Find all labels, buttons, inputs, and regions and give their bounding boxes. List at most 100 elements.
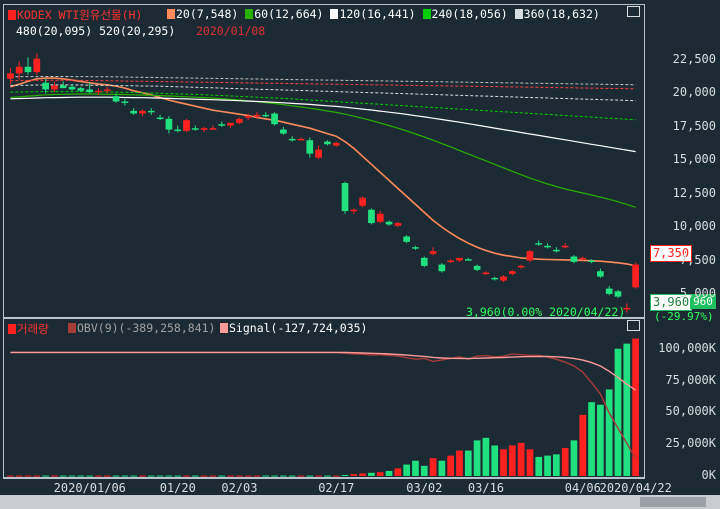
date-tick-label: 02/17: [318, 481, 355, 495]
ma360-line: [10, 84, 636, 102]
minimize-icon[interactable]: [627, 6, 640, 17]
candle-body: [438, 264, 446, 272]
price-title: KODEX WTI원유선물(H): [17, 8, 143, 22]
ma-legend-row2: 480(20,095) 520(20,295): [16, 24, 175, 38]
date-tick-label: 2020/01/06: [53, 481, 126, 495]
volume-bar: [147, 475, 155, 477]
ma240-line: [10, 91, 636, 121]
price-tick-label: 15,000: [672, 152, 716, 167]
ma360-label: 360(18,632): [523, 7, 600, 21]
candle-body: [324, 141, 331, 145]
candle-body: [244, 116, 252, 118]
volume-bar: [209, 475, 217, 477]
ma20-label: 20(7,548): [176, 7, 239, 21]
obv-line: [10, 351, 637, 459]
candle-body: [59, 85, 67, 89]
candle-body: [332, 142, 340, 146]
volume-title-legend: 거래량: [8, 321, 49, 337]
candle-body: [288, 138, 296, 141]
obv-legend: OBV(9)(-389,258,841): [68, 321, 215, 335]
candle-body: [33, 58, 41, 73]
candle-body: [77, 88, 85, 91]
volume-bar: [614, 348, 622, 476]
volume-bar: [579, 414, 587, 476]
volume-bar: [491, 445, 499, 476]
candle-body: [236, 118, 243, 123]
volume-bar: [385, 470, 393, 476]
ma480-line: [10, 79, 636, 90]
volume-bar: [482, 437, 490, 476]
candle-body: [385, 221, 393, 225]
volume-bar: [623, 343, 631, 476]
volume-bar: [561, 448, 569, 476]
volume-bar: [262, 475, 270, 477]
volume-bar: [456, 450, 463, 476]
volume-bar: [51, 475, 58, 477]
date-axis: [3, 478, 645, 496]
volume-bar: [200, 475, 208, 477]
candle-body: [112, 96, 120, 102]
volume-bar: [359, 473, 366, 476]
panel-close-icon[interactable]: [627, 320, 640, 331]
volume-bar: [244, 475, 252, 477]
candle-body: [508, 271, 516, 274]
candle-body: [544, 245, 551, 248]
signal-line: [10, 351, 636, 391]
volume-bar: [86, 475, 93, 477]
volume-bar: [297, 475, 305, 477]
last-price-label: 3,960(0.00% 2020/04/22): [466, 305, 626, 319]
volume-bar: [15, 475, 23, 477]
candle-body: [632, 264, 639, 288]
volume-bar: [535, 456, 543, 476]
price-title-legend: KODEX WTI원유선물(H): [8, 7, 142, 23]
candle-body: [588, 260, 595, 263]
candle-body: [156, 117, 164, 120]
candle-body: [561, 245, 569, 248]
price-tick-label: 20,000: [672, 85, 716, 100]
candle-body: [271, 113, 278, 125]
change-pct-badge: (-29.97%): [654, 310, 714, 323]
candle-body: [147, 110, 155, 113]
volume-bar: [412, 460, 419, 476]
ma480-label: 480(20,095): [16, 24, 93, 38]
ma240-swatch: [422, 9, 431, 19]
up-swatch: [8, 10, 16, 20]
volume-bar: [112, 475, 120, 477]
volume-bar: [174, 475, 182, 477]
volume-panel[interactable]: [3, 318, 645, 478]
volume-bar: [315, 475, 322, 477]
candle-body: [623, 307, 631, 310]
candle-body: [15, 66, 23, 74]
ma-legend-row1: 20(7,548) 60(12,664) 120(16,441) 240(18,…: [167, 7, 600, 21]
candle-body: [42, 82, 49, 90]
volume-bar: [403, 464, 410, 476]
volume-bar: [508, 445, 516, 476]
date-tick-label: 03/16: [467, 481, 505, 495]
volume-bar: [33, 475, 41, 477]
date-tick-label: 01/20: [159, 481, 196, 495]
candle-body: [183, 120, 190, 131]
volume-bar: [464, 450, 472, 476]
scrollbar-thumb[interactable]: [640, 497, 706, 507]
ma60-line: [10, 93, 636, 208]
price-panel[interactable]: [3, 4, 645, 318]
obv-label: OBV(9)(-389,258,841): [77, 321, 216, 335]
volume-bar: [597, 404, 604, 476]
volume-bar: [139, 475, 146, 477]
candle-body: [24, 66, 32, 73]
horizontal-scrollbar[interactable]: [0, 495, 720, 509]
volume-bar: [59, 475, 67, 477]
volume-bar: [473, 440, 481, 476]
volume-bar: [156, 475, 164, 477]
ma360-swatch: [514, 9, 523, 19]
candle-body: [570, 256, 578, 262]
volume-bar: [191, 475, 199, 477]
candle-body: [306, 140, 314, 154]
volume-bar: [95, 475, 102, 477]
candle-body: [280, 129, 287, 134]
signal-legend: Signal(-127,724,035): [220, 321, 367, 335]
ma20-line: [10, 77, 636, 267]
close-price-mini-badge: 960: [690, 294, 716, 309]
candle-body: [597, 271, 604, 277]
